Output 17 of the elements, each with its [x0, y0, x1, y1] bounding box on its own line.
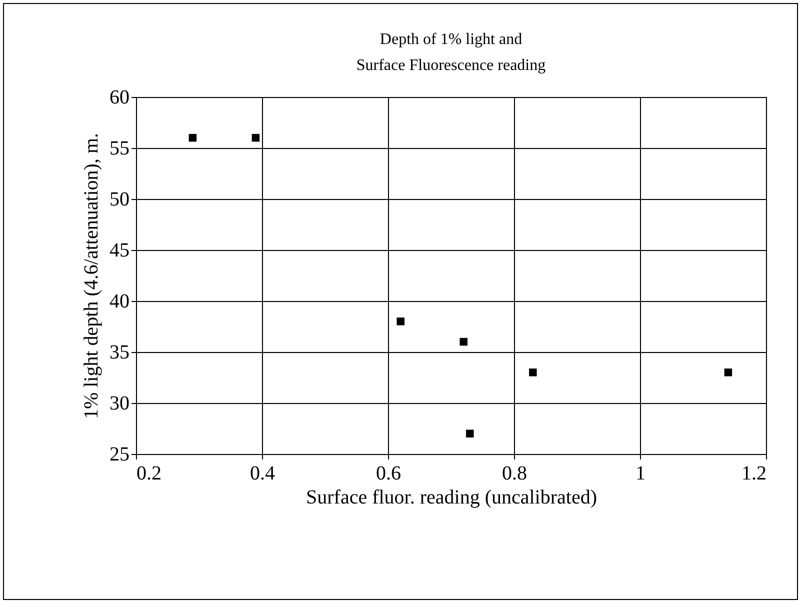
y-axis-title: 1% light depth (4.6/attenuation), m.	[80, 132, 102, 420]
y-tick-label: 40	[110, 290, 130, 312]
x-tick-label: 1.2	[742, 462, 766, 484]
chart-title: Depth of 1% light and Surface Fluorescence reading	[356, 31, 546, 74]
x-tick-label: 0.6	[376, 462, 401, 484]
x-tick-label: 1	[636, 462, 646, 484]
y-tick-label: 45	[110, 240, 130, 262]
y-tick-label: 50	[110, 188, 130, 210]
y-tick-label: 30	[110, 392, 130, 414]
x-tick-label: 0.8	[502, 462, 527, 484]
y-tick-label: 35	[110, 342, 130, 364]
x-axis-title: Surface fluor. reading (uncalibrated)	[306, 486, 597, 508]
x-tick-label: 0.2	[136, 462, 162, 484]
y-tick-label: 55	[110, 138, 130, 160]
x-tick-label: 0.4	[250, 462, 275, 484]
y-tick-label: 25	[110, 444, 130, 466]
y-tick-label: 60	[110, 86, 130, 108]
